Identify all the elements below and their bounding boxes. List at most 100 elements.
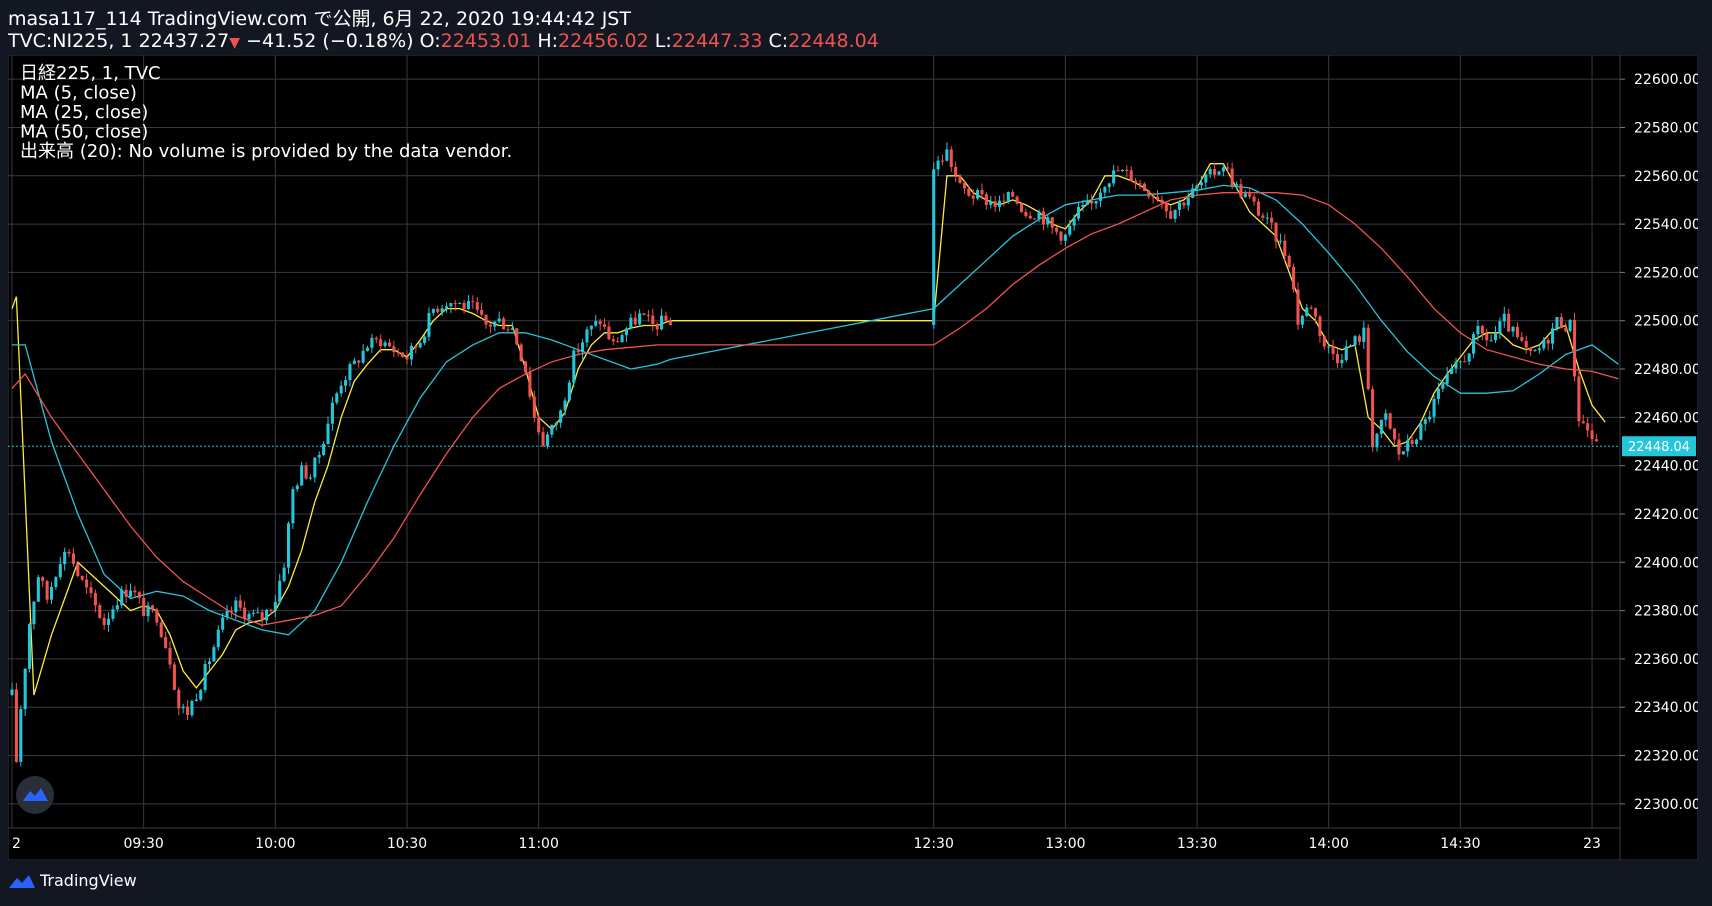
y-tick-label: 22500.00 bbox=[1634, 314, 1698, 330]
candle bbox=[607, 321, 611, 341]
candle bbox=[1480, 324, 1484, 341]
candle bbox=[1419, 419, 1423, 441]
candle bbox=[423, 334, 427, 346]
candle bbox=[335, 391, 339, 405]
candle bbox=[594, 314, 598, 327]
candle bbox=[488, 322, 492, 334]
candle bbox=[383, 340, 387, 349]
candle bbox=[958, 174, 962, 184]
candle bbox=[1256, 198, 1261, 217]
candle bbox=[409, 342, 413, 366]
candle bbox=[1147, 189, 1151, 200]
candle bbox=[1366, 324, 1370, 391]
candle bbox=[85, 573, 89, 594]
candle bbox=[1511, 325, 1515, 337]
candle bbox=[1033, 217, 1037, 220]
candle bbox=[1450, 363, 1454, 375]
candle bbox=[1305, 304, 1309, 318]
candle bbox=[616, 337, 620, 343]
candle bbox=[629, 313, 633, 330]
candle bbox=[1261, 212, 1265, 221]
candle bbox=[453, 300, 457, 311]
candle bbox=[997, 195, 1002, 212]
candle bbox=[168, 641, 172, 669]
time-axis[interactable]: 2 09:30 10:00 10:30 11:00 12:30 13:00 13:30 14:0… bbox=[12, 836, 1601, 852]
candle bbox=[1458, 360, 1462, 369]
candle bbox=[528, 366, 532, 400]
candle bbox=[620, 332, 624, 343]
candle bbox=[1046, 214, 1050, 228]
candle bbox=[484, 314, 488, 329]
candle bbox=[1498, 317, 1502, 339]
candle bbox=[971, 189, 975, 206]
candle bbox=[646, 309, 650, 322]
candle bbox=[633, 311, 637, 326]
legend-item[interactable]: MA (25, close) bbox=[20, 102, 148, 123]
candle bbox=[392, 340, 396, 358]
candle bbox=[585, 326, 589, 348]
footer[interactable]: TradingView bbox=[8, 871, 137, 890]
candle bbox=[1344, 340, 1348, 363]
y-tick-label: 22440.00 bbox=[1634, 459, 1698, 475]
candle bbox=[1572, 312, 1577, 381]
high-label: H: bbox=[537, 30, 559, 52]
candle bbox=[976, 188, 980, 201]
candle bbox=[1388, 412, 1392, 431]
candle bbox=[71, 547, 75, 567]
candle bbox=[1019, 202, 1024, 213]
chart-background bbox=[8, 55, 1698, 860]
candle bbox=[396, 348, 400, 357]
candle bbox=[1090, 194, 1094, 211]
legend-item[interactable]: 出来高 (20): No volume is provided by the d… bbox=[20, 141, 512, 162]
candle bbox=[1515, 322, 1519, 340]
candle bbox=[1502, 306, 1506, 328]
legend-item[interactable]: MA (5, close) bbox=[20, 83, 137, 104]
candle bbox=[1217, 170, 1221, 176]
candle bbox=[1318, 314, 1322, 343]
candle bbox=[1239, 178, 1243, 199]
candle bbox=[1577, 370, 1581, 427]
candle bbox=[945, 142, 949, 162]
candle bbox=[387, 338, 391, 347]
candle bbox=[414, 345, 418, 354]
candle bbox=[1129, 166, 1133, 182]
candle bbox=[172, 661, 176, 691]
candle bbox=[98, 603, 102, 620]
candle bbox=[28, 622, 32, 673]
candle bbox=[146, 601, 150, 622]
candle bbox=[932, 162, 936, 329]
candle bbox=[1401, 451, 1405, 455]
x-tick-label: 09:30 bbox=[123, 836, 163, 852]
candle bbox=[1085, 194, 1089, 206]
candle bbox=[1283, 234, 1287, 262]
candle bbox=[940, 154, 945, 166]
candle bbox=[348, 361, 352, 387]
candle bbox=[1182, 201, 1186, 209]
candle bbox=[1037, 209, 1041, 223]
candle bbox=[1397, 432, 1401, 461]
candle bbox=[1204, 173, 1208, 188]
candle bbox=[1011, 189, 1015, 198]
legend-item[interactable]: 日経225, 1, TVC bbox=[20, 63, 161, 84]
candle bbox=[581, 338, 585, 360]
price-chart[interactable]: 22300.00 22320.00 22340.00 22360.00 22380.00… bbox=[8, 55, 1698, 860]
candle bbox=[989, 195, 993, 209]
candle bbox=[515, 328, 519, 346]
candle bbox=[361, 344, 365, 365]
candle bbox=[1059, 231, 1063, 246]
price-axis[interactable]: 22300.00 22320.00 22340.00 22360.00 22380.00… bbox=[1620, 72, 1698, 813]
legend-item[interactable]: MA (50, close) bbox=[20, 122, 148, 143]
candle bbox=[229, 606, 233, 618]
candle bbox=[962, 181, 966, 194]
candle bbox=[1493, 326, 1498, 343]
candle bbox=[76, 562, 80, 578]
candle bbox=[1278, 233, 1282, 245]
candle bbox=[475, 296, 479, 314]
candle bbox=[1274, 222, 1278, 249]
candle bbox=[1590, 423, 1594, 445]
candle bbox=[567, 379, 571, 403]
candle bbox=[1077, 201, 1081, 222]
tradingview-logo-badge[interactable] bbox=[16, 776, 54, 814]
candle bbox=[1349, 344, 1353, 347]
low-label: L: bbox=[654, 30, 672, 52]
